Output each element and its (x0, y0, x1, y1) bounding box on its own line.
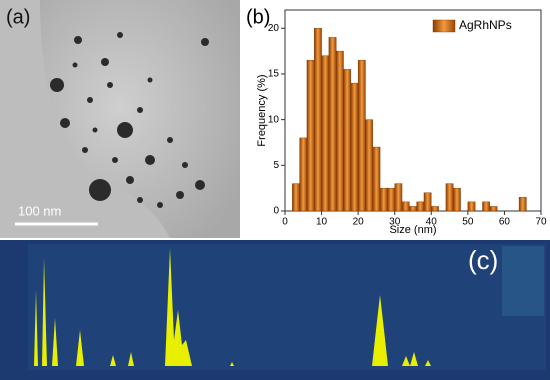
bar (518, 197, 527, 212)
y-axis-label: Frequency (%) (256, 74, 268, 146)
x-axis-label: Size (nm) (389, 224, 436, 236)
bar (357, 60, 366, 212)
tem-image (0, 0, 240, 238)
bar (343, 69, 352, 212)
y-tick-label: 5 (273, 160, 279, 171)
bar (394, 183, 403, 212)
bar (431, 206, 439, 212)
panel-label: (a) (6, 6, 30, 28)
bar (387, 187, 395, 212)
bar (482, 201, 491, 212)
bar (416, 201, 425, 212)
bar (306, 60, 315, 212)
histogram: 0 5 10 15 20 0 10 20 30 40 50 60 70 Size (nm) Frequenc… (246, 6, 547, 236)
bar (372, 146, 381, 212)
bar (336, 50, 344, 212)
x-tick-label: 60 (499, 217, 511, 228)
bar (401, 201, 410, 212)
bar (453, 187, 461, 212)
bar (489, 206, 498, 212)
bar (292, 183, 300, 212)
x-tick-label: 50 (462, 217, 474, 228)
bar (467, 201, 476, 212)
bar (314, 28, 322, 212)
bar (321, 55, 330, 212)
y-tick-label: 0 (273, 206, 279, 217)
x-tick-label: 40 (426, 217, 438, 228)
eds-spectrum (0, 240, 550, 380)
bar (379, 187, 388, 212)
y-tick-label: 10 (268, 114, 280, 125)
panel-label: (b) (246, 6, 270, 28)
scale-bar-label: 100 nm (18, 203, 61, 218)
x-tick-label: 0 (282, 217, 288, 228)
x-tick-label: 30 (389, 217, 401, 228)
y-tick-label: 20 (268, 23, 280, 34)
legend-swatch (432, 19, 456, 33)
bar (299, 137, 308, 212)
x-tick-label: 70 (535, 217, 547, 228)
x-tick-label: 10 (316, 217, 328, 228)
bar (409, 206, 417, 212)
bar (445, 183, 454, 212)
bar (350, 82, 359, 212)
bar (365, 119, 373, 212)
bar (328, 37, 337, 212)
bar (423, 192, 432, 212)
y-tick-label: 15 (268, 69, 280, 80)
x-tick-label: 20 (353, 217, 365, 228)
legend-label: AgRhNPs (459, 18, 512, 32)
panel-label: (c) (468, 245, 498, 275)
